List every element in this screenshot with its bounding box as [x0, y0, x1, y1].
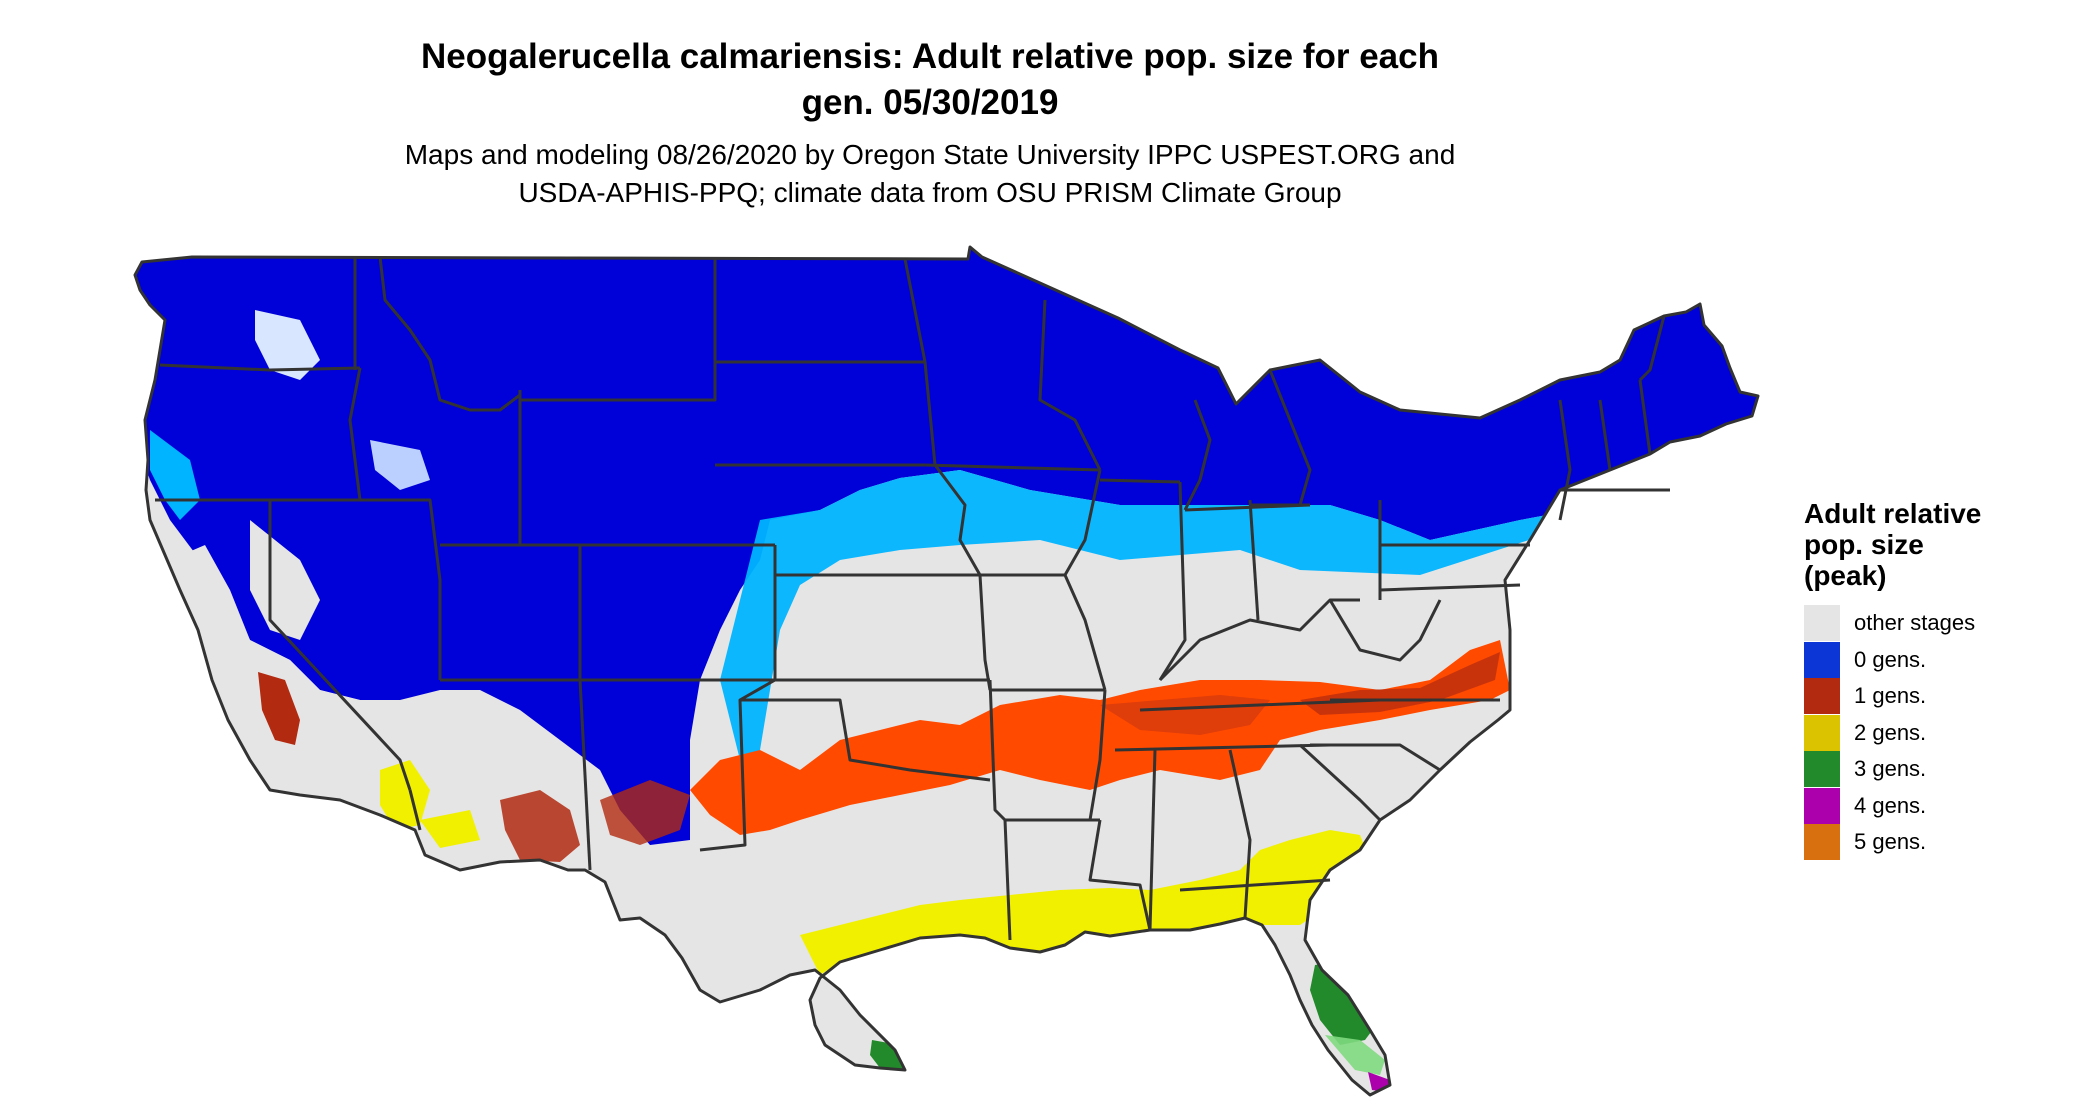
legend: Adult relative pop. size (peak) other st…: [1804, 498, 1981, 861]
state-borders: [133, 245, 1760, 1097]
border-ms-al: [1148, 749, 1157, 931]
legend-item: 2 gens.: [1804, 714, 1981, 752]
border-az-nm: [578, 679, 592, 871]
legend-swatch: [1804, 678, 1840, 715]
border-mt-wy: [520, 257, 717, 402]
legend-item: 5 gens.: [1804, 824, 1981, 861]
legend-title-line-3: (peak): [1804, 560, 1887, 591]
border-ga-sc: [1298, 743, 1382, 822]
legend-swatch: [1804, 787, 1840, 824]
legend-label: 3 gens.: [1854, 756, 1927, 782]
two-gen-arizona: [380, 760, 430, 830]
border-wi-il: [1099, 478, 1181, 484]
border-il-in: [1158, 481, 1187, 681]
legend-swatch: [1804, 714, 1840, 751]
border-nh-me: [1638, 379, 1652, 455]
three-gen-florida-light: [1325, 1035, 1385, 1075]
legend-label: 1 gens.: [1854, 683, 1927, 709]
border-vt-nh: [1598, 399, 1612, 471]
one-gen-southwest-c: [600, 780, 690, 845]
subtitle-line-1: Maps and modeling 08/26/2020 by Oregon S…: [404, 139, 1456, 170]
border-wa-or: [159, 363, 361, 372]
idaho-light-zone: [370, 440, 430, 490]
lake-michigan: [1183, 399, 1212, 511]
title-line-1: Neogalerucella calmariensis: Adult relat…: [421, 37, 1439, 76]
country-outline: [133, 245, 1760, 1097]
legend-label: 5 gens.: [1854, 829, 1927, 855]
border-tn-south: [1114, 743, 1331, 752]
legend-item: 0 gens.: [1804, 641, 1981, 679]
zero-gen-transition-zone: [720, 470, 1700, 760]
border-al-ga: [1228, 749, 1252, 919]
two-gen-arizona-b: [420, 810, 480, 848]
legend-item: 3 gens.: [1804, 751, 1981, 788]
legend-label: 4 gens.: [1854, 792, 1927, 818]
border-la-ms: [1088, 819, 1152, 931]
legend-item: 1 gens.: [1804, 678, 1981, 715]
legend-label: other stages: [1854, 610, 1976, 636]
border-ny-ne: [1558, 399, 1572, 521]
border-ar-ms: [1088, 689, 1107, 821]
map-subtitle: Maps and modeling 08/26/2020 by Oregon S…: [250, 136, 1610, 212]
basin-other-stages: [250, 520, 320, 640]
border-tx-la: [1003, 819, 1012, 941]
border-ok-ar: [988, 679, 1007, 822]
one-gen-southwest-a: [258, 672, 300, 745]
border-in-oh: [1248, 499, 1260, 621]
legend-item: 4 gens.: [1804, 787, 1981, 825]
legend-swatch: [1804, 605, 1840, 642]
border-id-west: [348, 367, 362, 501]
map-title: Neogalerucella calmariensis: Adult relat…: [250, 34, 1610, 126]
border-ky-tn: [1139, 698, 1381, 712]
border-nv-ut: [270, 498, 442, 680]
border-ca-nv: [268, 500, 412, 791]
border-ok-tx: [740, 698, 991, 782]
michigan-upper: [1268, 369, 1312, 506]
legend-title: Adult relative pop. size (peak): [1804, 498, 1981, 591]
border-ks-mo: [978, 574, 992, 691]
border-mn-wi: [1038, 299, 1102, 471]
legend-title-line-1: Adult relative: [1804, 498, 1982, 529]
subtitle-line-2: USDA-APHIS-PPQ; climate data from OSU PR…: [518, 177, 1342, 208]
title-line-2: gen. 05/30/2019: [801, 83, 1059, 122]
border-ne-ia: [933, 464, 982, 576]
one-gen-band: [690, 640, 1510, 835]
legend-swatch: [1804, 824, 1840, 861]
border-nd-mn: [903, 258, 937, 466]
plateau-light-zone: [255, 310, 320, 380]
two-gen-gulf-band: [800, 830, 1370, 975]
coastal-transition-zone: [150, 430, 200, 520]
legend-label: 2 gens.: [1854, 719, 1927, 745]
legend-label: 0 gens.: [1854, 646, 1927, 672]
border-id-mt: [378, 256, 522, 412]
legend-item: other stages: [1804, 605, 1981, 642]
border-wv: [1328, 599, 1442, 662]
border-ia-il: [1063, 469, 1107, 691]
one-gen-southwest-b: [500, 790, 580, 862]
map-fill: [135, 247, 1758, 1095]
border-oh-ky: [1158, 598, 1360, 682]
legend-swatch: [1804, 751, 1840, 788]
legend-items: other stages 0 gens. 1 gens. 2 gens. 3 gens.…: [1804, 605, 1981, 861]
legend-title-line-2: pop. size: [1804, 529, 1924, 560]
border-ga-fl: [1179, 878, 1331, 892]
border-pa-south: [1379, 583, 1521, 592]
border-az-south: [408, 789, 422, 831]
border-mn-ia: [924, 463, 1101, 472]
legend-swatch: [1804, 641, 1840, 678]
west-other-stages: [170, 545, 420, 795]
border-me: [1638, 315, 1666, 382]
border-nc-sc: [1310, 743, 1441, 772]
